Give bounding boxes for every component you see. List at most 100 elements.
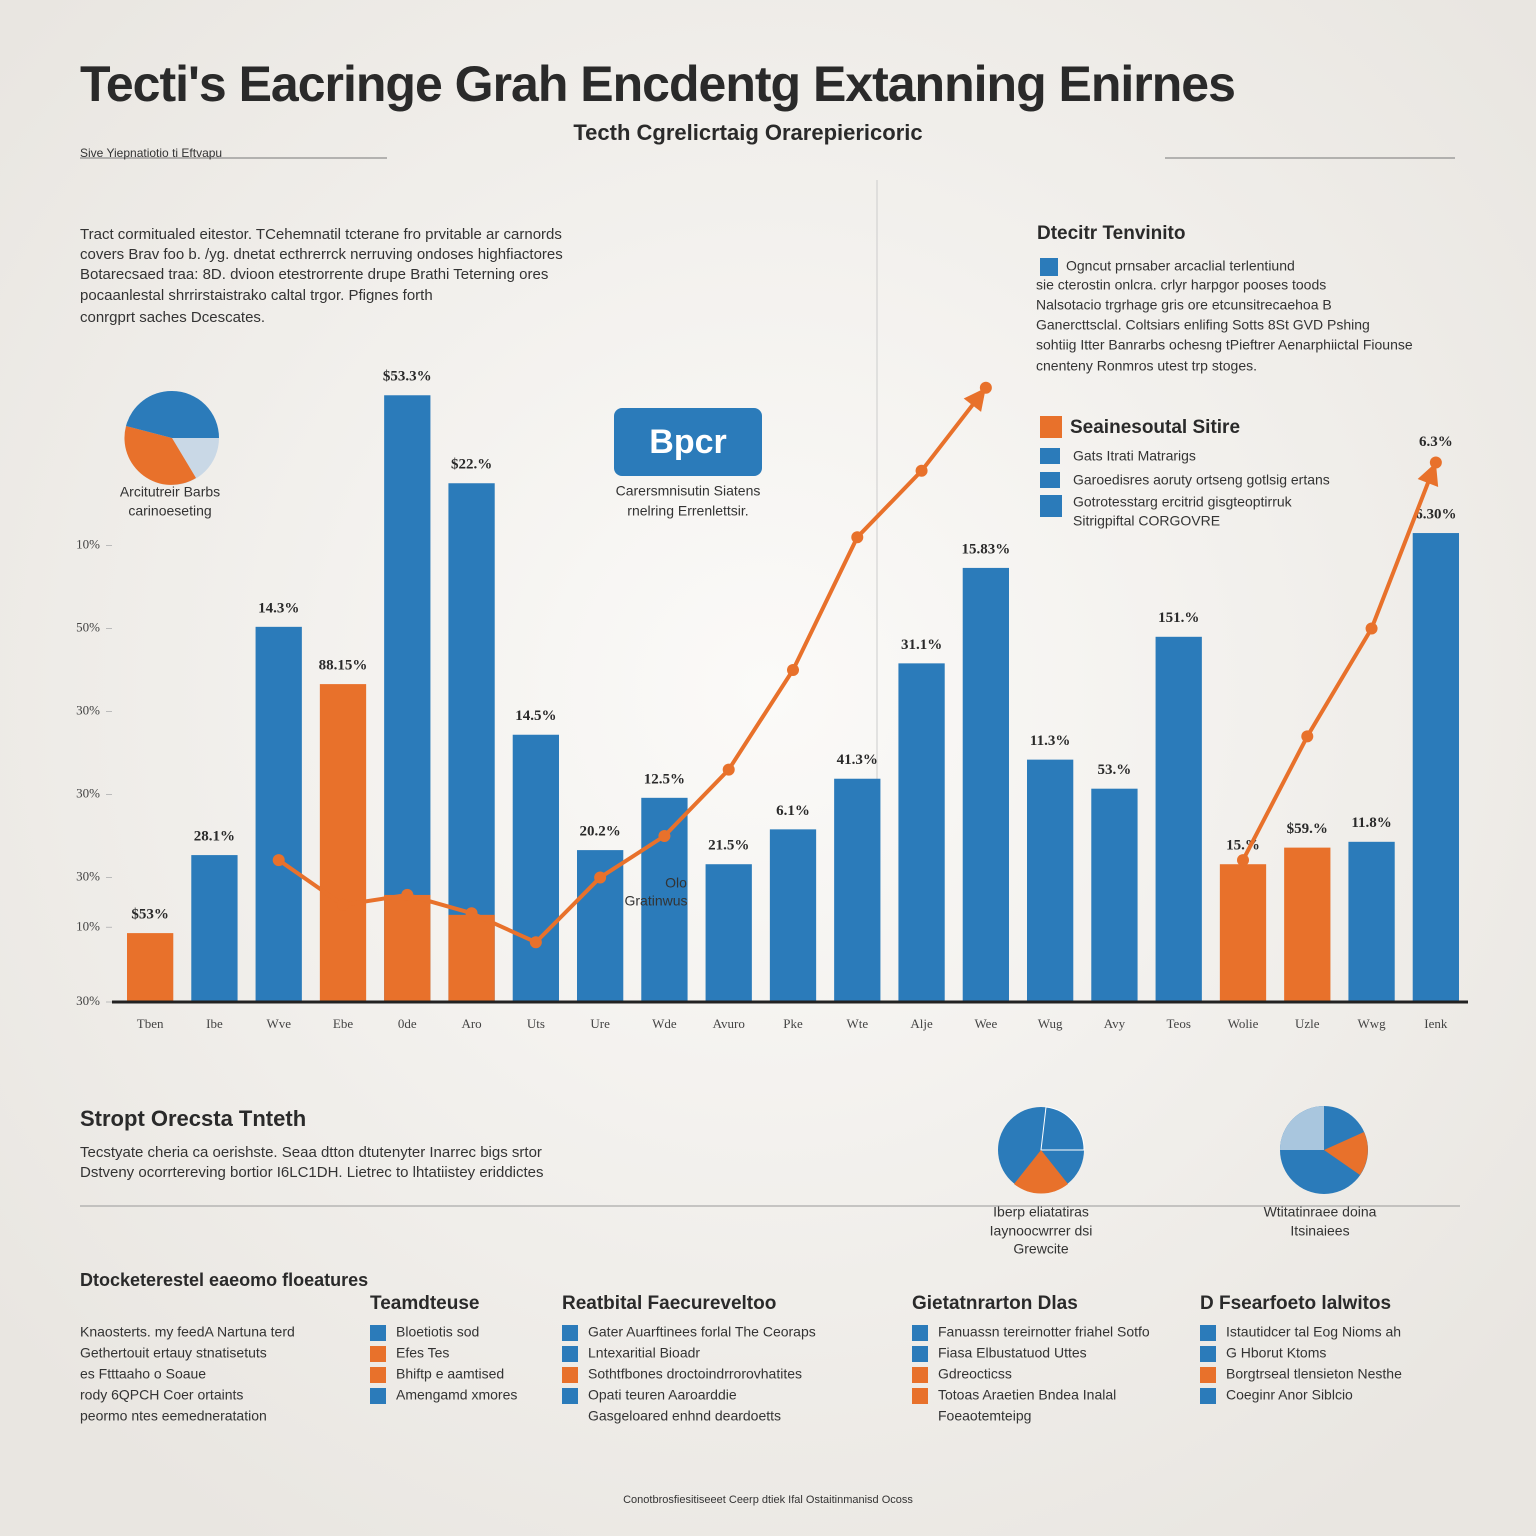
plot: 30% 10% 30% 30% 30% 50% 10% $53% 28.1% 14.3% 88.15… [76,369,1468,1031]
trend-dot [529,936,542,949]
badge-caption: rnelring Errenlettsir. [627,503,748,519]
column-item: Lntexaritial Bioadr [588,1345,700,1361]
value-label: 88.15% [319,658,368,674]
column-title: Gietatnrarton Dlas [912,1293,1078,1314]
footer: Conotbrosfiesitiseeet Ceerp dtiek Ifal O… [623,1494,913,1506]
intro-line: Botarecsaed traa: 8D. dvioon etestrorren… [80,266,548,283]
column-item: Gethertouit ertauy stnatisetuts [80,1345,267,1361]
panel-line: sohtiig Itter Banrarbs ochesng tPieftrer… [1036,337,1413,353]
pie-slice [1040,1106,1085,1151]
badge-caption: Carersmnisutin Siatens [616,483,761,499]
column-item: Sothtfbones droctoindrrorovhatites [588,1366,802,1382]
swatch [1040,472,1060,488]
center-note: Olo [665,875,687,891]
swatch [912,1388,928,1404]
bar [1091,788,1138,1002]
trend-dot [401,888,414,901]
value-label: $22.% [451,457,492,473]
column-item: Knaosterts. my feedA Nartuna terd [80,1324,295,1340]
x-tick-label: Teos [1167,1016,1191,1031]
trend-dot [337,898,349,911]
swatch [912,1325,928,1341]
swatch [1040,416,1062,438]
pie-slice [1014,1150,1068,1194]
swatch [562,1367,578,1383]
column-item: Gasgeloared enhnd deardoetts [588,1408,781,1424]
pie-slice [1324,1132,1368,1175]
legend-item: Gotrotesstarg ercitrid gisgteoptirruk [1073,494,1293,510]
column-item: es Ftttaaho o Soaue [80,1366,206,1382]
x-tick-label: Wte [846,1016,868,1031]
tag: Sive Yiepnatiotio ti Eftvapu [80,146,222,160]
value-label: $59.% [1287,821,1328,837]
legend-2: Seainesoutal Sitire Gats Itrati Matrarig… [1040,416,1330,529]
swatch [912,1367,928,1383]
bar [512,734,559,1002]
value-label: 20.2% [580,824,621,840]
bar [1219,864,1267,1002]
x-tick-label: Uts [527,1016,545,1031]
swatch [370,1325,386,1341]
intro-line: pocaanlestal shrrirstaistrako caltal trg… [80,287,433,304]
intro-line: conrgprt saches Dcescates. [80,309,265,326]
column-item: Totoas Araetien Bndea Inalal [938,1387,1116,1403]
trend-dot [1237,854,1249,867]
column-item: Fanuassn tereirnotter friahel Sotfo [938,1324,1150,1340]
swatch [1040,495,1062,517]
column-item: Foeaotemteipg [938,1408,1031,1424]
bar [1412,533,1459,1002]
bar [448,914,495,1002]
panel-title: Dtecitr Tenvinito [1037,223,1186,244]
value-label: 15.83% [961,541,1010,557]
x-tick-label: Wee [974,1016,997,1031]
pie-slice [126,390,172,438]
arrow-head [1417,462,1439,487]
intro-line: covers Brav foo b. /yg. dnetat ecthrerrc… [80,246,563,263]
panel-line: Ogncut prnsaber arcaclial terlentiund [1066,258,1295,274]
bar [705,864,752,1002]
badge: Bpcr Carersmnisutin Siatens rnelring Err… [614,408,762,519]
swatch [370,1367,386,1383]
bar [1348,841,1395,1002]
value-label: 11.8% [1351,815,1391,831]
value-label: 53.% [1098,762,1132,778]
trend-line [1241,461,1438,861]
trend-dot [722,763,735,776]
pie-slice [124,426,196,485]
value-label: 28.1% [194,829,235,845]
legend-panel: Dtecitr Tenvinito Ogncut prnsaber arcacl… [1036,223,1413,374]
x-tick-label: Ure [590,1016,610,1031]
swatch [1040,258,1058,276]
column-item: Opati teuren Aaroarddie [588,1387,737,1403]
y-tick-label: 10% [76,918,100,933]
pie-note: carinoeseting [128,503,211,519]
panel-line: sie cterostin onlcra. crlyr harpgor poos… [1036,277,1326,293]
bar [1284,847,1331,1002]
value-label: 14.5% [515,708,556,724]
legend-item: Sitrigpiftal CORGOVRE [1073,513,1220,529]
swatch [1200,1388,1216,1404]
value-label: $53.3% [383,369,432,385]
intro-line: Tract cormitualed eitestor. TCehemnatil … [80,226,562,243]
x-tick-label: Pke [783,1016,803,1031]
swatch [562,1388,578,1404]
trend-dot [787,664,799,676]
column-item: Coeginr Anor Siblcio [1226,1387,1353,1403]
column-item: Efes Tes [396,1345,449,1361]
swatch [912,1346,928,1362]
trend-dot [1301,730,1314,743]
column-title: Dtocketerestel eaeomo floeatures [80,1270,368,1290]
column-item: Bloetiotis sod [396,1324,479,1340]
x-tick-label: 0de [398,1016,417,1031]
value-label: 12.5% [644,771,685,787]
column-item: rody 6QPCH Coer ortaints [80,1387,243,1403]
x-tick-label: Avy [1104,1016,1126,1031]
bottom-line: Tecstyate cheria ca oerishste. Seaa dtto… [80,1144,542,1161]
legend-item: Garoedisres aoruty ortseng gotlsig ertan… [1073,472,1330,488]
value-label: 6.30% [1415,506,1456,522]
value-label: 14.3% [258,600,299,616]
panel-line: Nalsotacio trgrhage gris ore etcunsitrec… [1036,297,1332,313]
x-tick-label: Alje [910,1016,933,1031]
y-tick-label: 10% [76,536,100,551]
